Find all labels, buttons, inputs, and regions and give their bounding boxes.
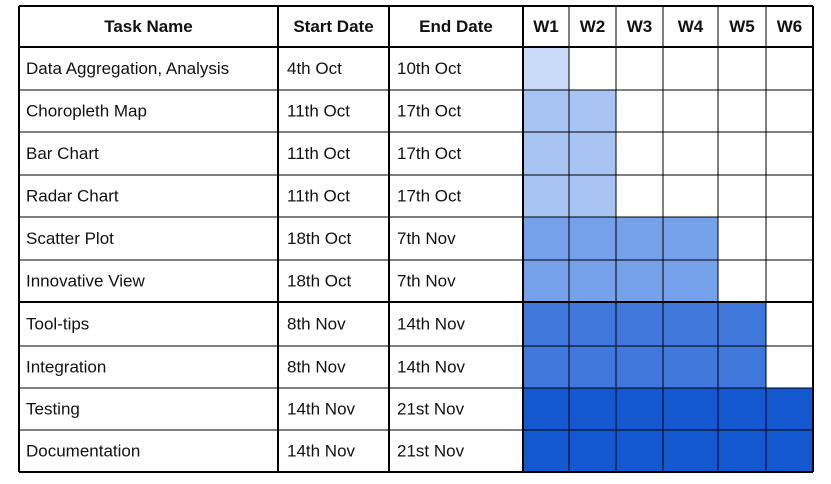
start-date-cell: 8th Nov xyxy=(287,315,346,334)
gantt-bar-9-w5 xyxy=(718,388,766,430)
header-start-date: Start Date xyxy=(293,17,373,36)
header-week-5: W5 xyxy=(729,17,755,36)
start-date-cell: 18th Oct xyxy=(287,229,352,248)
end-date-cell: 17th Oct xyxy=(397,144,462,163)
end-date-cell: 14th Nov xyxy=(397,358,466,377)
gantt-bar-6-w1 xyxy=(523,260,569,302)
gantt-bar-7-w1 xyxy=(523,302,569,346)
gantt-bar-9-w3 xyxy=(616,388,663,430)
end-date-cell: 21st Nov xyxy=(397,442,465,461)
gantt-bar-9-w1 xyxy=(523,388,569,430)
start-date-cell: 11th Oct xyxy=(287,144,350,163)
task-name-cell: Testing xyxy=(26,400,80,419)
task-name-cell: Radar Chart xyxy=(26,187,119,206)
gantt-bar-9-w6 xyxy=(766,388,813,430)
gantt-bar-10-w4 xyxy=(663,430,718,472)
gantt-bar-8-w2 xyxy=(569,346,616,388)
gantt-bar-10-w2 xyxy=(569,430,616,472)
start-date-cell: 4th Oct xyxy=(287,59,342,78)
gantt-bar-5-w1 xyxy=(523,217,569,260)
start-date-cell: 11th Oct xyxy=(287,102,350,121)
gantt-bar-10-w1 xyxy=(523,430,569,472)
start-date-cell: 14th Nov xyxy=(287,442,356,461)
end-date-cell: 21st Nov xyxy=(397,400,465,419)
gantt-bar-10-w3 xyxy=(616,430,663,472)
task-name-cell: Innovative View xyxy=(26,272,145,291)
header-week-1: W1 xyxy=(533,17,559,36)
gantt-bar-5-w3 xyxy=(616,217,663,260)
header-week-2: W2 xyxy=(580,17,606,36)
gantt-bar-6-w3 xyxy=(616,260,663,302)
gantt-bar-1-w1 xyxy=(523,47,569,90)
gantt-bar-3-w2 xyxy=(569,132,616,175)
header-end-date: End Date xyxy=(419,17,493,36)
gantt-bar-5-w2 xyxy=(569,217,616,260)
gantt-bar-4-w1 xyxy=(523,175,569,217)
task-name-cell: Bar Chart xyxy=(26,144,99,163)
gantt-bar-10-w5 xyxy=(718,430,766,472)
start-date-cell: 18th Oct xyxy=(287,272,352,291)
gantt-bar-8-w3 xyxy=(616,346,663,388)
gantt-bar-9-w2 xyxy=(569,388,616,430)
gantt-bar-8-w4 xyxy=(663,346,718,388)
task-name-cell: Scatter Plot xyxy=(26,229,114,248)
task-name-cell: Data Aggregation, Analysis xyxy=(26,59,229,78)
task-name-cell: Tool-tips xyxy=(26,315,89,334)
end-date-cell: 10th Oct xyxy=(397,59,462,78)
header-week-4: W4 xyxy=(678,17,704,36)
gantt-bar-7-w3 xyxy=(616,302,663,346)
task-name-cell: Choropleth Map xyxy=(26,102,147,121)
end-date-cell: 7th Nov xyxy=(397,229,456,248)
gantt-bar-5-w4 xyxy=(663,217,718,260)
task-name-cell: Documentation xyxy=(26,442,140,461)
header-week-3: W3 xyxy=(627,17,653,36)
start-date-cell: 8th Nov xyxy=(287,358,346,377)
task-name-cell: Integration xyxy=(26,358,106,377)
end-date-cell: 17th Oct xyxy=(397,187,462,206)
gantt-bar-9-w4 xyxy=(663,388,718,430)
end-date-cell: 14th Nov xyxy=(397,315,466,334)
end-date-cell: 17th Oct xyxy=(397,102,462,121)
end-date-cell: 7th Nov xyxy=(397,272,456,291)
gantt-bar-7-w2 xyxy=(569,302,616,346)
gantt-bar-10-w6 xyxy=(766,430,813,472)
start-date-cell: 14th Nov xyxy=(287,400,356,419)
gantt-bar-8-w5 xyxy=(718,346,766,388)
gantt-bar-2-w1 xyxy=(523,90,569,132)
gantt-bar-3-w1 xyxy=(523,132,569,175)
gantt-bar-8-w1 xyxy=(523,346,569,388)
gantt-bar-4-w2 xyxy=(569,175,616,217)
header-week-6: W6 xyxy=(777,17,803,36)
gantt-bar-6-w4 xyxy=(663,260,718,302)
gantt-bar-2-w2 xyxy=(569,90,616,132)
gantt-bar-7-w4 xyxy=(663,302,718,346)
header-task-name: Task Name xyxy=(104,17,193,36)
gantt-bar-6-w2 xyxy=(569,260,616,302)
gantt-bar-7-w5 xyxy=(718,302,766,346)
start-date-cell: 11th Oct xyxy=(287,187,350,206)
